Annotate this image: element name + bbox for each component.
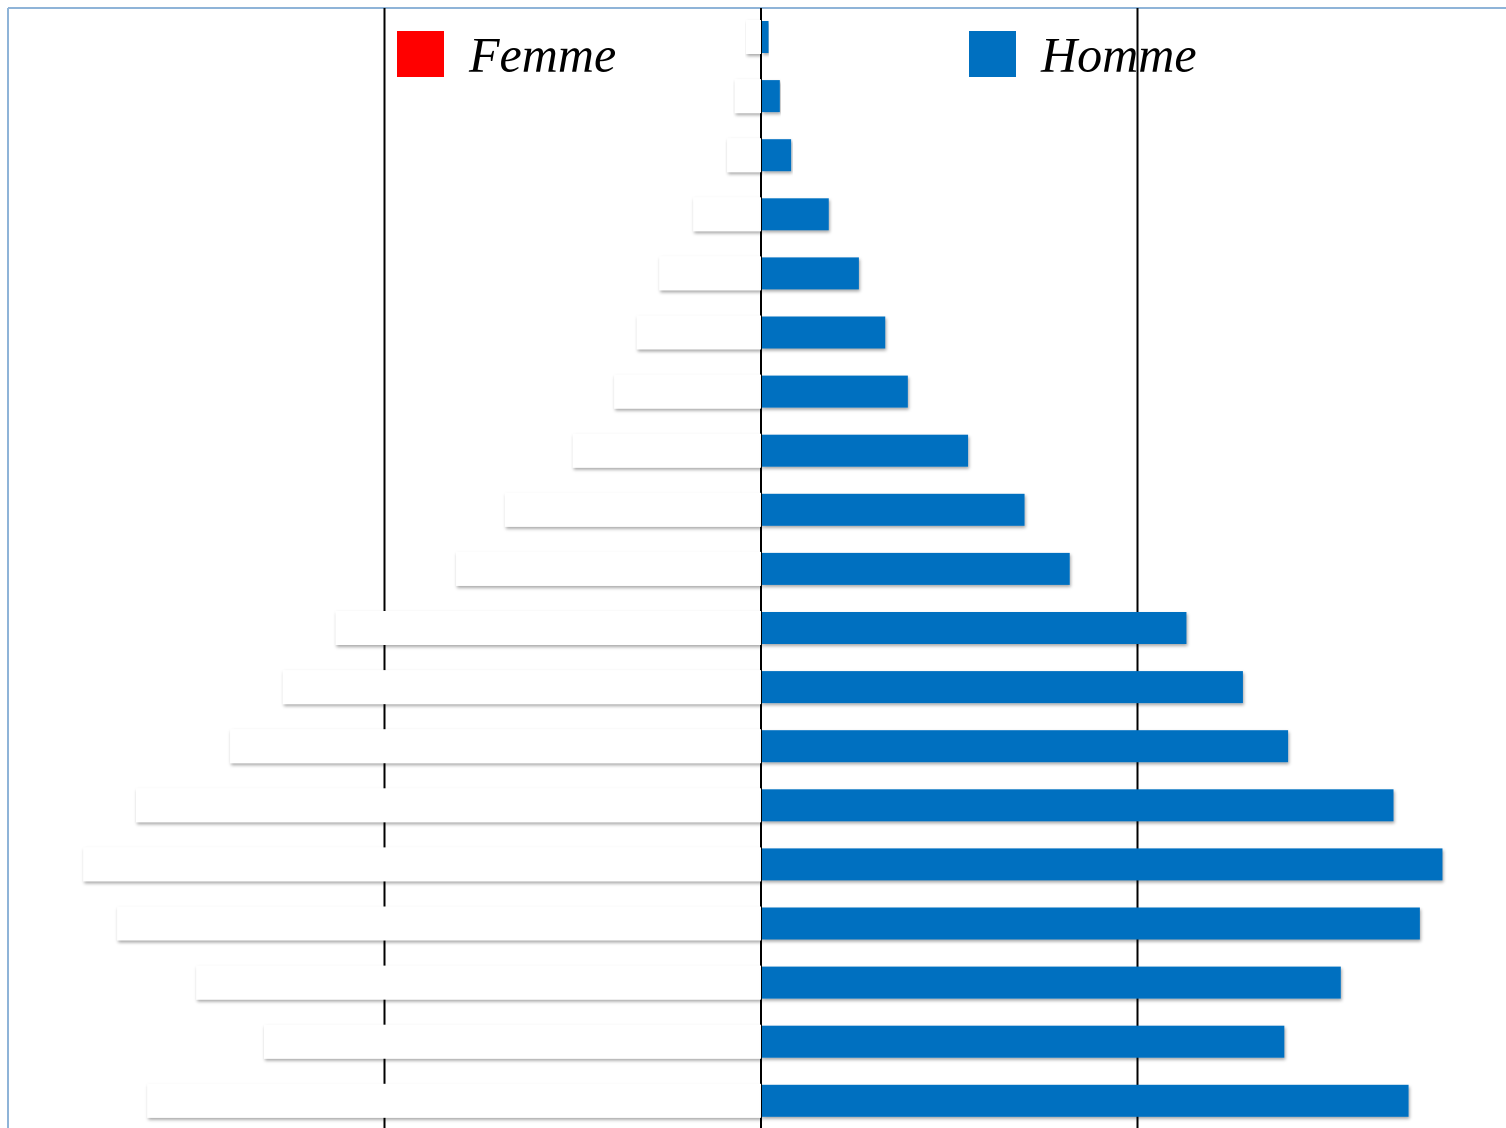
bar-femme <box>230 729 761 764</box>
bar-femme <box>456 551 761 586</box>
bar-homme <box>762 198 829 231</box>
bar-homme <box>762 671 1243 704</box>
bar-femme <box>734 79 761 114</box>
bar-homme <box>762 612 1187 644</box>
bar-femme <box>83 847 762 882</box>
bar-femme <box>659 256 761 291</box>
bar-homme <box>762 21 769 53</box>
bar-femme <box>727 138 761 173</box>
bar-femme <box>636 315 761 350</box>
bar-homme <box>762 966 1341 999</box>
bar-homme <box>762 139 792 172</box>
bar-homme <box>762 375 908 408</box>
bar-homme <box>762 789 1394 822</box>
bar-homme <box>762 316 886 349</box>
bar-femme <box>282 670 761 705</box>
bar-femme <box>264 1024 761 1059</box>
bar-homme <box>762 493 1025 526</box>
bar-femme <box>504 492 761 527</box>
legend-swatch <box>969 31 1016 77</box>
bar-femme <box>196 965 761 1000</box>
bar-homme <box>762 730 1289 763</box>
legend-swatch <box>397 31 444 77</box>
bar-homme <box>762 1025 1285 1058</box>
bar-femme <box>745 20 761 54</box>
legend-label: Femme <box>468 26 616 82</box>
bar-femme <box>335 611 761 645</box>
bar-homme <box>762 434 969 467</box>
bar-homme <box>762 80 780 113</box>
legend-label: Homme <box>1040 26 1197 82</box>
bar-homme <box>762 257 859 290</box>
legend: Femme Homme <box>397 26 1197 82</box>
bar-femme <box>614 374 761 409</box>
bar-homme <box>762 907 1420 940</box>
bar-homme <box>762 1084 1409 1117</box>
bar-homme <box>762 552 1070 585</box>
bar-femme <box>117 906 761 941</box>
bar-femme <box>147 1083 761 1118</box>
bars <box>83 20 1443 1118</box>
bar-femme <box>136 788 761 823</box>
bar-femme <box>693 197 761 232</box>
bar-homme <box>762 848 1443 881</box>
bar-femme <box>572 433 761 468</box>
